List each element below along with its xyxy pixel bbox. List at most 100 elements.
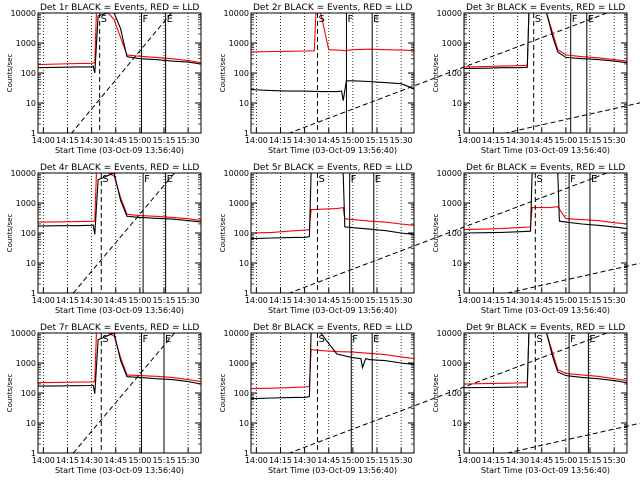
marker-label: F	[570, 174, 576, 185]
plot-frame	[463, 332, 628, 454]
x-tick-label: 15:30	[390, 136, 413, 145]
chart-title: Det 9r BLACK = Events, RED = LLD	[466, 323, 625, 333]
y-axis-label: Counts/sec	[6, 374, 14, 413]
x-tick-label: 14:45	[317, 456, 340, 465]
y-axis-label: Counts/sec	[432, 54, 440, 93]
x-axis-label: Start Time (03-Oct-09 13:56:40)	[481, 306, 610, 315]
y-axis-label: Counts/sec	[6, 214, 14, 253]
y-axis-label: Counts/sec	[6, 54, 14, 93]
x-tick-label: 14:30	[293, 136, 316, 145]
series-line-lld	[37, 12, 202, 66]
y-tick-label: 10000	[11, 329, 36, 338]
y-tick-label: 100	[234, 229, 249, 238]
x-axis-label: Start Time (03-Oct-09 13:56:40)	[481, 146, 610, 155]
y-tick-label: 100	[447, 69, 462, 78]
marker-label: S	[102, 174, 108, 185]
x-tick-label: 14:45	[104, 296, 127, 305]
y-tick-label: 1000	[442, 39, 462, 48]
marker-label: F	[351, 174, 357, 185]
marker-line-start	[71, 12, 172, 134]
y-tick-label: 10	[239, 99, 249, 108]
marker-line-start	[507, 422, 640, 454]
marker-line-start	[72, 332, 175, 454]
x-tick-label: 15:30	[390, 456, 413, 465]
marker-label: F	[352, 334, 358, 345]
marker-label: E	[167, 174, 173, 185]
series-line-events	[250, 172, 415, 240]
y-tick-label: 10	[452, 99, 462, 108]
y-tick-label: 1	[457, 129, 462, 138]
marker-label: E	[588, 14, 594, 25]
series-line-lld	[463, 206, 628, 231]
series-line-lld	[463, 12, 628, 68]
marker-label: F	[144, 174, 150, 185]
x-tick-label: 15:00	[128, 136, 151, 145]
y-axis-label: Counts/sec	[432, 214, 440, 253]
plot-frame	[37, 12, 202, 134]
marker-label: E	[589, 334, 595, 345]
y-axis-label: Counts/sec	[219, 374, 227, 413]
x-tick-label: 15:00	[341, 136, 364, 145]
x-tick-label: 14:45	[317, 296, 340, 305]
x-tick-label: 14:00	[458, 456, 481, 465]
y-tick-label: 1	[457, 449, 462, 458]
y-tick-label: 10	[26, 419, 36, 428]
series-line-lld	[250, 348, 415, 390]
x-tick-label: 14:45	[530, 136, 553, 145]
y-axis-label: Counts/sec	[432, 374, 440, 413]
x-tick-label: 14:30	[506, 296, 529, 305]
series-line-events	[463, 172, 628, 234]
chart-title: Det 4r BLACK = Events, RED = LLD	[40, 163, 199, 173]
y-tick-label: 1000	[16, 199, 36, 208]
x-tick-label: 15:30	[177, 456, 200, 465]
x-tick-label: 14:45	[317, 136, 340, 145]
y-tick-label: 10000	[11, 169, 36, 178]
x-tick-label: 15:30	[603, 456, 626, 465]
x-tick-label: 14:15	[269, 456, 292, 465]
x-tick-label: 14:00	[32, 136, 55, 145]
plot-frame	[250, 12, 415, 134]
x-tick-label: 15:15	[365, 456, 388, 465]
series-line-events	[463, 12, 628, 70]
x-tick-label: 15:00	[554, 456, 577, 465]
y-tick-label: 10	[239, 259, 249, 268]
x-tick-label: 14:30	[506, 136, 529, 145]
x-tick-label: 14:45	[104, 136, 127, 145]
x-axis-label: Start Time (03-Oct-09 13:56:40)	[55, 306, 184, 315]
x-tick-label: 14:15	[56, 136, 79, 145]
series-line-lld	[463, 332, 628, 385]
x-tick-label: 15:15	[152, 456, 175, 465]
x-axis-label: Start Time (03-Oct-09 13:56:40)	[268, 466, 397, 475]
x-tick-label: 15:30	[177, 136, 200, 145]
marker-label: F	[347, 14, 353, 25]
marker-label: S	[318, 174, 324, 185]
marker-label: E	[375, 174, 381, 185]
x-tick-label: 15:30	[603, 296, 626, 305]
y-tick-label: 100	[447, 229, 462, 238]
x-tick-label: 15:30	[390, 296, 413, 305]
x-tick-label: 14:00	[458, 296, 481, 305]
marker-label: F	[142, 14, 148, 25]
y-tick-label: 100	[21, 389, 36, 398]
plot-frame	[463, 12, 628, 134]
x-tick-label: 15:00	[341, 456, 364, 465]
y-tick-label: 10000	[437, 9, 462, 18]
x-tick-label: 15:30	[177, 296, 200, 305]
x-axis-label: Start Time (03-Oct-09 13:56:40)	[268, 306, 397, 315]
x-tick-label: 14:15	[56, 296, 79, 305]
marker-label: E	[373, 14, 379, 25]
x-tick-label: 15:15	[578, 456, 601, 465]
marker-label: E	[167, 14, 173, 25]
marker-line-start	[72, 172, 175, 294]
x-tick-label: 14:00	[245, 296, 268, 305]
marker-line-start	[289, 172, 608, 294]
y-tick-label: 1	[31, 289, 36, 298]
